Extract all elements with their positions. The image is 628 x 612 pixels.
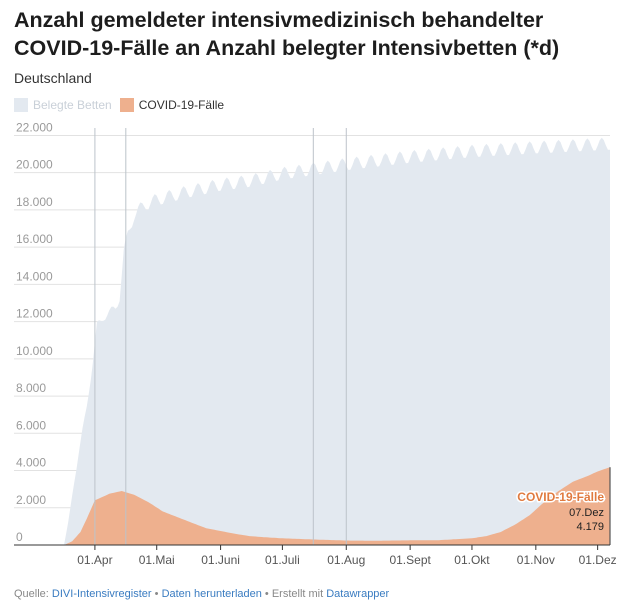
x-tick-label: 01.Juni [201,553,240,567]
series-area-covid [64,467,610,545]
chart-title: Anzahl gemeldeter intensivmedizinisch be… [14,8,560,60]
x-tick-label: 01.Okt [454,553,490,567]
annotation-value-label: 4.179 [576,521,604,533]
y-tick-label: 8.000 [16,381,46,395]
y-tick-label: 2.000 [16,493,46,507]
annotation-date-label: 07.Dez [569,507,604,519]
chart-legend: Belegte Betten COVID-19-Fälle [14,96,232,114]
y-tick-label: 22.000 [16,120,53,134]
legend-item-belegte-betten: Belegte Betten [14,98,112,112]
y-tick-label: 4.000 [16,456,46,470]
footer-source-prefix: Quelle: [14,588,49,600]
y-tick-label: 18.000 [16,195,53,209]
y-tick-label: 12.000 [16,307,53,321]
x-tick-label: 01.Mai [139,553,175,567]
y-tick-label: 10.000 [16,344,53,358]
legend-swatch-belegte-betten [14,98,28,112]
legend-label-covid: COVID-19-Fälle [138,98,225,112]
annotation-series-label: COVID-19-Fälle [517,490,604,504]
y-tick-label: 0 [16,530,23,544]
y-tick-label: 20.000 [16,158,53,172]
source-link[interactable]: DIVI-Intensivregister [51,588,152,600]
y-tick-label: 14.000 [16,269,53,283]
chart-subtitle: Deutschland [14,70,92,86]
y-tick-label: 6.000 [16,418,46,432]
legend-label-belegte-betten: Belegte Betten [33,98,112,112]
x-tick-label: 01.Nov [517,553,555,567]
x-tick-label: 01.Aug [327,553,365,567]
series-area-belegte-betten [64,137,610,545]
y-tick-label: 16.000 [16,232,53,246]
datawrapper-link[interactable]: Datawrapper [326,588,390,600]
footer-separator: • [154,588,159,600]
area-chart: 0 2.000 4.000 6.000 8.000 10.000 12.000 14.000 1… [14,120,617,567]
x-tick-label: 01.Apr [77,553,112,567]
x-tick-label: 01.Juli [265,553,300,567]
legend-swatch-covid [119,98,134,112]
chart-footer: Quelle: DIVI-Intensivregister • Daten he… [14,588,389,600]
x-tick-label: 01.Sept [389,553,431,567]
legend-item-covid: COVID-19-Fälle [119,98,225,112]
x-tick-label: 01.Dez [579,553,617,567]
footer-created-with: • Erstellt mit [264,588,324,600]
download-data-link[interactable]: Daten herunterladen [161,588,262,600]
